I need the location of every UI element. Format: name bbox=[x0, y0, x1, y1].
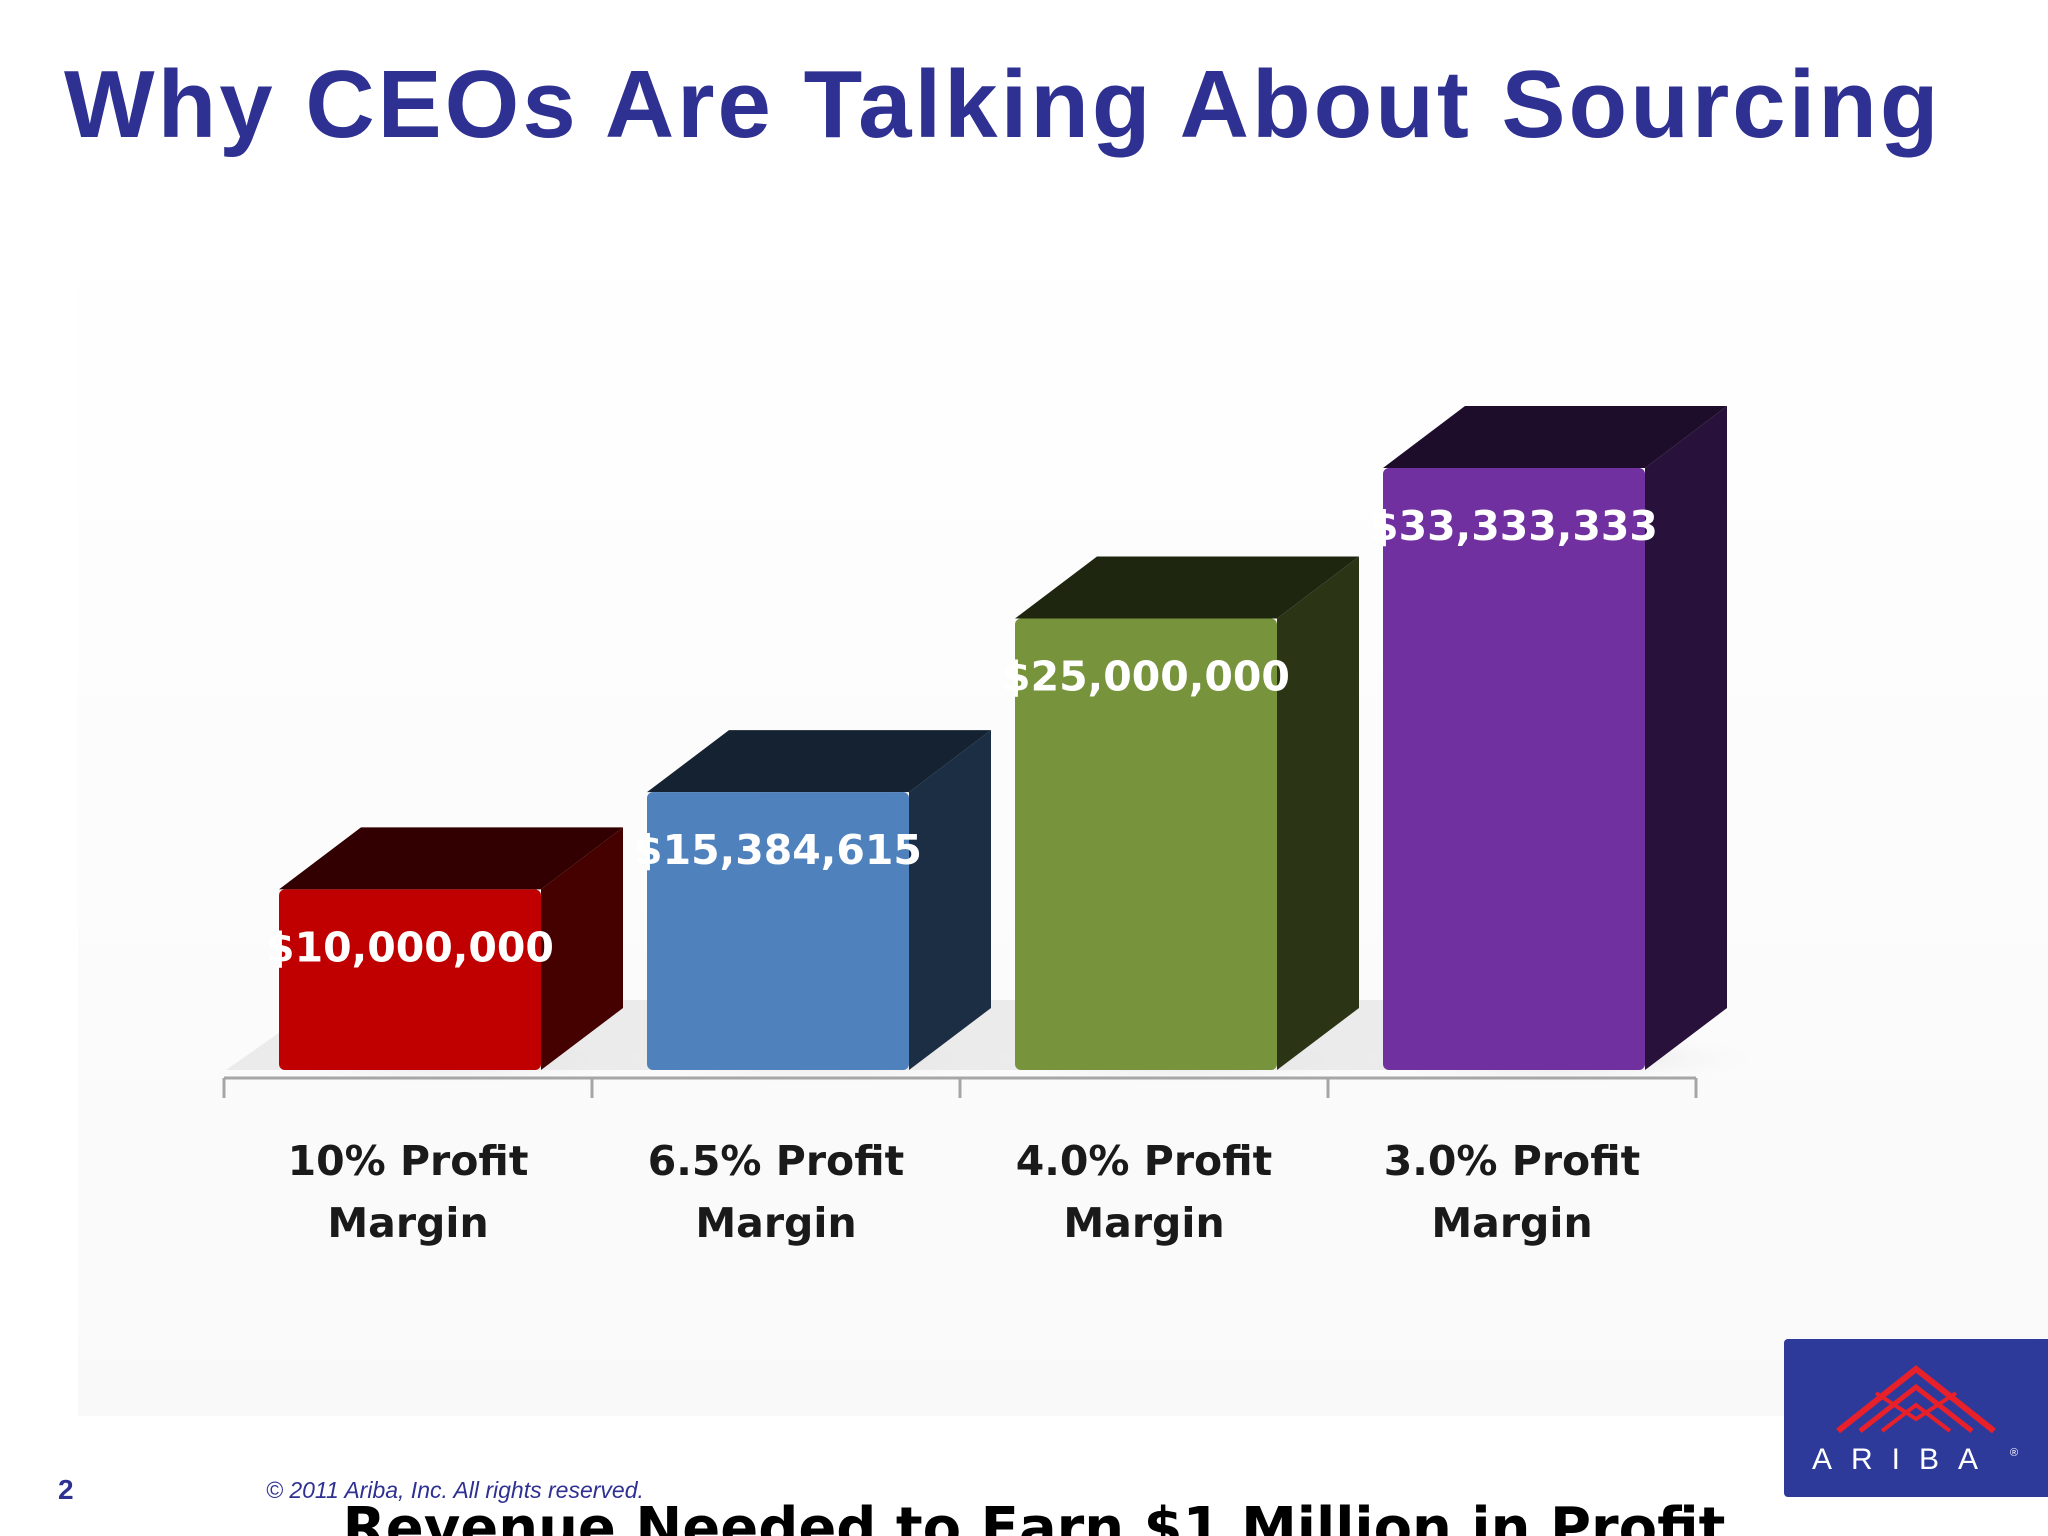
bar-front bbox=[279, 889, 541, 1070]
bar-top bbox=[1015, 556, 1359, 619]
bar-front bbox=[1015, 618, 1277, 1070]
category-labels: 10% Profit Margin 6.5% Profit Margin 4.0% Pr… bbox=[288, 1137, 1641, 1247]
registered-mark: ® bbox=[2010, 1447, 2019, 1459]
bar-value-label: $10,000,000 bbox=[266, 923, 554, 971]
category-label: Margin bbox=[327, 1199, 488, 1247]
bar-1: $10,000,000 bbox=[254, 827, 648, 1084]
logo-wordmark: ARIBA bbox=[1812, 1443, 1998, 1476]
bar-side bbox=[1645, 406, 1727, 1070]
bar-2: $15,384,615 bbox=[622, 730, 1016, 1084]
chart-title: Revenue Needed to Earn $1 Million in Pro… bbox=[342, 1496, 1726, 1536]
category-label: 4.0% Profit bbox=[1016, 1137, 1272, 1185]
page-number: 2 bbox=[58, 1474, 74, 1505]
bar-chart: $10,000,000 $15,384,615 $25,000,000 $33,333… bbox=[222, 406, 1752, 1247]
bar-value-label: $25,000,000 bbox=[1002, 653, 1290, 701]
bar-side bbox=[1277, 556, 1359, 1070]
bar-value-label: $33,333,333 bbox=[1370, 502, 1658, 550]
category-label: 10% Profit bbox=[288, 1137, 529, 1185]
bar-front bbox=[647, 792, 909, 1070]
bars-layer: $10,000,000 $15,384,615 $25,000,000 $33,333… bbox=[254, 406, 1752, 1084]
ariba-logo: ARIBA ® bbox=[1784, 1339, 2048, 1497]
category-label: 6.5% Profit bbox=[648, 1137, 904, 1185]
bar-side bbox=[909, 730, 991, 1070]
category-label: 3.0% Profit bbox=[1384, 1137, 1640, 1185]
bar-3: $25,000,000 bbox=[990, 556, 1384, 1084]
bar-side bbox=[541, 827, 623, 1070]
copyright-notice: © 2011 Ariba, Inc. All rights reserved. bbox=[266, 1477, 644, 1503]
category-label: Margin bbox=[1431, 1199, 1592, 1247]
bar-value-label: $15,384,615 bbox=[634, 826, 922, 874]
ariba-mountain-icon bbox=[1836, 1365, 1996, 1434]
bar-top bbox=[279, 827, 623, 890]
category-label: Margin bbox=[1063, 1199, 1224, 1247]
chart-area: $10,000,000 $15,384,615 $25,000,000 $33,333… bbox=[78, 196, 2048, 1536]
bar-front bbox=[1383, 468, 1645, 1070]
bar-top bbox=[647, 730, 991, 793]
bar-4: $33,333,333 bbox=[1358, 406, 1752, 1084]
x-axis bbox=[222, 1076, 1698, 1098]
slide-title: Why CEOs Are Talking About Sourcing bbox=[64, 51, 1942, 158]
category-label: Margin bbox=[695, 1199, 856, 1247]
bar-top bbox=[1383, 406, 1727, 468]
